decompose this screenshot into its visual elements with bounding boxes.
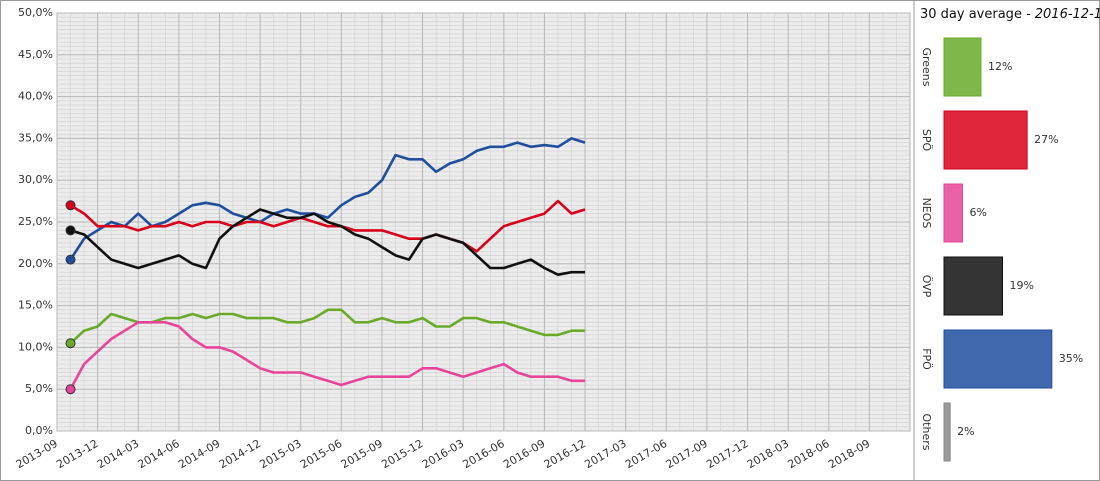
- bar: [943, 402, 951, 462]
- start-marker: [65, 200, 76, 211]
- value-label: 27%: [1034, 133, 1058, 146]
- category-label: Others: [920, 414, 933, 451]
- category-label: FPÖ: [920, 348, 933, 370]
- category-label: NEOS: [920, 198, 933, 229]
- series-line: [69, 321, 585, 390]
- value-label: 12%: [988, 60, 1012, 73]
- bar: [943, 256, 1004, 316]
- y-tick-label: 0,0%: [25, 424, 53, 437]
- series-line: [70, 208, 585, 276]
- y-tick-label: 30,0%: [18, 173, 53, 186]
- y-tick-label: 25,0%: [18, 215, 53, 228]
- start-marker: [65, 254, 76, 265]
- panel-date: 2016-12-12: [1035, 7, 1100, 22]
- y-tick-label: 50,0%: [18, 6, 53, 19]
- bar: [943, 183, 963, 243]
- series-line: [69, 308, 585, 345]
- value-label: 35%: [1059, 352, 1083, 365]
- category-label: ÖVP: [920, 275, 933, 298]
- series-line: [69, 137, 586, 261]
- y-tick-label: 5,0%: [25, 382, 53, 395]
- series-line: [69, 199, 586, 253]
- start-marker: [65, 338, 76, 349]
- y-tick-label: 10,0%: [18, 340, 53, 353]
- category-label: Greens: [920, 47, 933, 86]
- start-marker: [65, 225, 76, 236]
- y-tick-label: 35,0%: [18, 131, 53, 144]
- value-label: 6%: [969, 206, 986, 219]
- y-tick-label: 20,0%: [18, 257, 53, 270]
- bar: [943, 37, 982, 97]
- y-tick-label: 40,0%: [18, 90, 53, 103]
- bar: [943, 110, 1028, 170]
- y-tick-label: 45,0%: [18, 48, 53, 61]
- y-tick-label: 15,0%: [18, 299, 53, 312]
- panel-title-text: 30 day average -: [920, 7, 1031, 22]
- value-label: 2%: [957, 425, 974, 438]
- start-marker: [65, 384, 76, 395]
- category-label: SPÖ: [920, 129, 933, 152]
- panel-title: 30 day average - 2016-12-12: [920, 7, 1100, 22]
- bar: [943, 329, 1053, 389]
- value-label: 19%: [1010, 279, 1034, 292]
